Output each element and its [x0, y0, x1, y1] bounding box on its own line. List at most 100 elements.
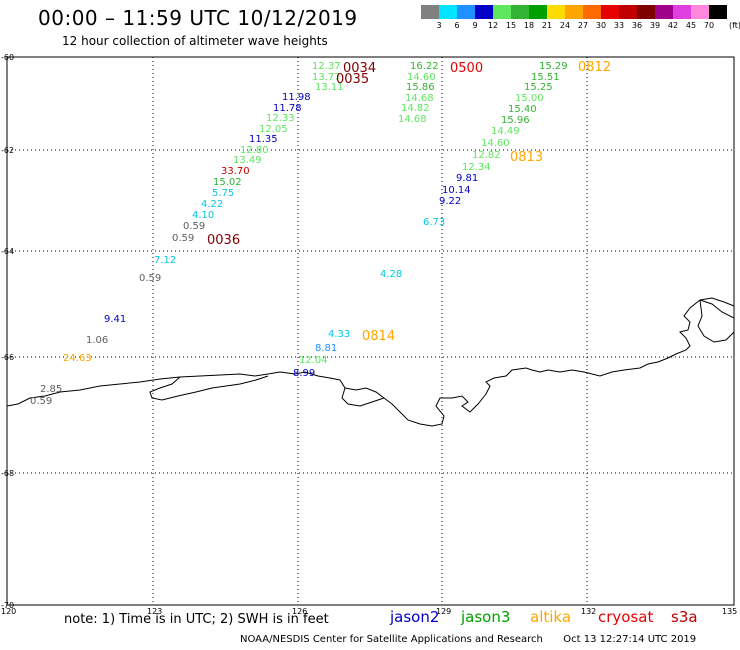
color-scale-labels: 3 6 9 12 15 18 21 24 27 30 33 36 39 42 45 70 — [421, 21, 718, 30]
wave-height-label: 4.10 — [192, 210, 214, 221]
pass-time-label: 0813 — [510, 150, 543, 165]
wave-height-label: 15.02 — [213, 177, 242, 188]
latitude-tick-label: -66 — [1, 353, 14, 362]
wave-height-label: 15.00 — [515, 93, 544, 104]
pass-time-label: 0500 — [450, 61, 483, 76]
pass-time-label: 0814 — [362, 329, 395, 344]
wave-height-label: 14.82 — [401, 103, 430, 114]
color-scale-label: 42 — [667, 21, 679, 30]
wave-height-label: 0.59 — [172, 233, 194, 244]
color-scale-label: 36 — [631, 21, 643, 30]
legend-s3a: s3a — [671, 608, 698, 626]
wave-height-label: 15.51 — [531, 72, 560, 83]
wave-height-label: 15.25 — [524, 82, 553, 93]
color-scale-label: 21 — [541, 21, 553, 30]
color-scale-label: 12 — [487, 21, 499, 30]
color-swatch — [547, 5, 565, 19]
color-swatch — [439, 5, 457, 19]
wave-height-label: 24.63 — [63, 353, 92, 364]
longitude-tick-label: 135 — [722, 607, 737, 616]
color-swatch — [583, 5, 601, 19]
latitude-tick-label: -62 — [1, 146, 14, 155]
wave-height-label: 12.34 — [462, 162, 491, 173]
color-swatch — [601, 5, 619, 19]
color-scale-label: 30 — [595, 21, 607, 30]
color-scale-label: 24 — [559, 21, 571, 30]
longitude-tick-label: 129 — [436, 607, 451, 616]
longitude-tick-label: 132 — [581, 607, 596, 616]
wave-height-label: 8.99 — [293, 368, 315, 379]
wave-height-label: 0.59 — [139, 273, 161, 284]
color-scale-label: 70 — [703, 21, 715, 30]
wave-height-label: 11.35 — [249, 134, 278, 145]
generated-time: Oct 13 12:27:14 UTC 2019 — [563, 634, 697, 645]
wave-height-label: 4.28 — [380, 269, 402, 280]
map-title: 00:00 – 11:59 UTC 10/12/2019 — [38, 6, 358, 30]
color-scale-label: 45 — [685, 21, 697, 30]
color-swatch — [619, 5, 637, 19]
wave-height-label: 16.22 — [410, 61, 439, 72]
wave-height-label: 9.81 — [456, 173, 478, 184]
legend-jason3: jason3 — [461, 608, 511, 626]
wave-height-label: 12.80 — [240, 145, 269, 156]
color-scale-label: 33 — [613, 21, 625, 30]
wave-height-label: 14.49 — [491, 126, 520, 137]
color-swatch — [529, 5, 547, 19]
wave-height-label: 14.68 — [398, 114, 427, 125]
wave-height-label: 13.11 — [315, 82, 344, 93]
color-scale-label: 9 — [472, 21, 478, 30]
wave-height-label: 11.78 — [273, 103, 302, 114]
wave-height-label: 0.59 — [183, 221, 205, 232]
color-swatch — [421, 5, 439, 19]
coast-bay — [344, 387, 385, 399]
color-scale-label: 6 — [454, 21, 460, 30]
wave-height-label: 10.14 — [442, 185, 471, 196]
wave-height-label: 14.60 — [481, 138, 510, 149]
color-swatch — [565, 5, 583, 19]
color-swatch — [691, 5, 709, 19]
pass-time-label: 0812 — [578, 60, 611, 75]
wave-height-label: 15.40 — [508, 104, 537, 115]
coast-island — [697, 299, 735, 343]
wave-height-label: 33.70 — [221, 166, 250, 177]
wave-height-label: 15.96 — [501, 115, 530, 126]
wave-height-label: 13.77 — [312, 72, 341, 83]
wave-height-label: 9.22 — [439, 196, 461, 207]
wave-height-label: 14.60 — [407, 72, 436, 83]
longitude-tick-label: 123 — [147, 607, 162, 616]
color-scale-label: 18 — [523, 21, 535, 30]
latitude-tick-label: -68 — [1, 469, 14, 478]
legend-jason2: jason2 — [390, 608, 440, 626]
pass-time-label: 0035 — [336, 72, 369, 87]
color-swatch — [493, 5, 511, 19]
color-scale-label: 39 — [649, 21, 661, 30]
note-text: note: 1) Time is in UTC; 2) SWH is in fe… — [64, 612, 329, 627]
color-swatch — [475, 5, 493, 19]
pass-time-label: 0034 — [343, 61, 376, 76]
wave-height-label: 6.73 — [423, 217, 445, 228]
wave-height-label: 13.49 — [233, 155, 262, 166]
latitude-tick-label: -70 — [1, 601, 14, 610]
wave-height-label: 5.75 — [212, 188, 234, 199]
wave-height-label: 4.22 — [201, 199, 223, 210]
wave-height-label: 14.68 — [405, 93, 434, 104]
wave-height-label: 2.85 — [40, 384, 62, 395]
color-swatch — [673, 5, 691, 19]
graticule-grid: 120 123 126 129 132 135 -60 -62 -64 -66 -68 -70 — [1, 53, 737, 616]
credit-line: NOAA/NESDIS Center for Satellite Applica… — [240, 634, 696, 645]
pass-time-label: 0036 — [207, 233, 240, 248]
color-swatch — [457, 5, 475, 19]
coast-inlet — [149, 375, 269, 401]
color-scale-label: 15 — [505, 21, 517, 30]
color-scale-label: 27 — [577, 21, 589, 30]
wave-height-label: 8.81 — [315, 343, 337, 354]
latitude-tick-label: -64 — [1, 247, 14, 256]
color-swatch — [709, 5, 727, 19]
legend-altika: altika — [530, 608, 572, 626]
color-swatch — [511, 5, 529, 19]
longitude-tick-label: 120 — [1, 607, 16, 616]
